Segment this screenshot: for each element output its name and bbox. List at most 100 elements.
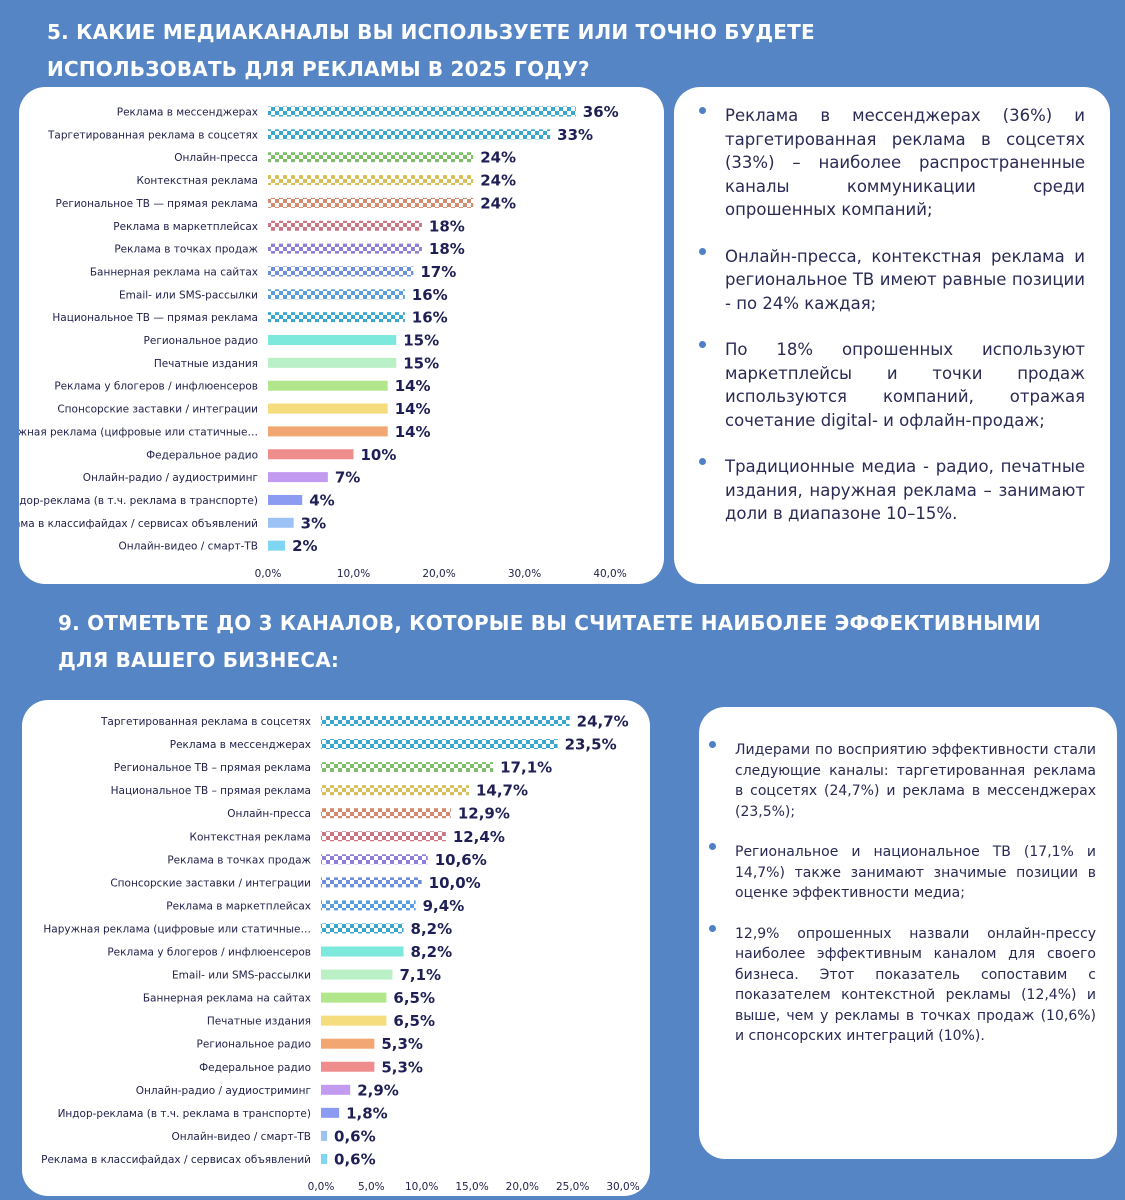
x-tick-label: 25,0% bbox=[556, 1181, 589, 1193]
bar bbox=[268, 335, 397, 345]
category-label: Спонсорские заставки / интеграции bbox=[57, 404, 258, 416]
value-label: 18% bbox=[429, 217, 465, 235]
bar bbox=[268, 289, 405, 300]
value-label: 7% bbox=[335, 469, 360, 487]
value-label: 10,6% bbox=[435, 851, 487, 869]
note-item: Региональное и национальное ТВ (17,1% и … bbox=[709, 842, 1096, 904]
bar bbox=[321, 739, 558, 750]
bar bbox=[321, 1061, 375, 1072]
category-label: Реклама в классифайдах / сервисах объявл… bbox=[41, 1154, 311, 1166]
bar bbox=[268, 266, 414, 277]
value-label: 10% bbox=[361, 446, 397, 464]
x-tick-label: 10,0% bbox=[337, 568, 370, 580]
notes-card-q9: Лидерами по восприятию эффективности ста… bbox=[699, 707, 1117, 1159]
bar bbox=[321, 762, 494, 773]
category-label: Региональное радио bbox=[144, 335, 258, 347]
category-label: Реклама в мессенджерах bbox=[117, 107, 258, 119]
value-label: 15% bbox=[403, 354, 439, 372]
bar bbox=[321, 854, 428, 865]
bar bbox=[268, 243, 422, 254]
bar bbox=[268, 472, 328, 483]
category-label: Реклама в точках продаж bbox=[167, 854, 311, 866]
category-label: Баннерная реклама на сайтах bbox=[143, 993, 311, 1005]
value-label: 16% bbox=[412, 286, 448, 304]
value-label: 36% bbox=[583, 103, 619, 121]
category-label: Реклама в точках продаж bbox=[114, 244, 258, 256]
category-label: Региональное ТВ — прямая реклама bbox=[56, 198, 258, 210]
value-label: 16% bbox=[412, 309, 448, 327]
value-label: 0,6% bbox=[334, 1127, 376, 1145]
question-5-heading: 5. КАКИЕ МЕДИАКАНАЛЫ ВЫ ИСПОЛЬЗУЕТЕ ИЛИ … bbox=[47, 14, 947, 88]
category-label: Онлайн-видео / смарт-ТВ bbox=[172, 1131, 311, 1143]
category-label: Региональное ТВ – прямая реклама bbox=[114, 762, 311, 774]
category-label: Спонсорские заставки / интеграции bbox=[110, 877, 311, 889]
category-label: Таргетированная реклама в соцсетях bbox=[47, 129, 258, 141]
value-label: 24,7% bbox=[577, 713, 629, 731]
question-9-heading-text: 9. ОТМЕТЬТЕ ДО 3 КАНАЛОВ, КОТОРЫЕ ВЫ СЧИ… bbox=[58, 611, 1042, 672]
value-label: 0,6% bbox=[334, 1150, 376, 1168]
question-5-heading-text: 5. КАКИЕ МЕДИАКАНАЛЫ ВЫ ИСПОЛЬЗУЕТЕ ИЛИ … bbox=[47, 20, 815, 81]
x-tick-label: 5,0% bbox=[358, 1181, 385, 1193]
bar bbox=[268, 152, 474, 163]
x-tick-label: 30,0% bbox=[508, 568, 541, 580]
bar bbox=[321, 716, 570, 726]
chart-card-q5: Реклама в мессенджерах 36% Таргетированная… bbox=[19, 87, 664, 584]
bar bbox=[321, 1084, 351, 1095]
category-label: Таргетированная реклама в соцсетях bbox=[100, 716, 311, 728]
x-tick-label: 20,0% bbox=[422, 568, 455, 580]
notes-list-q9: Лидерами по восприятию эффективности ста… bbox=[709, 740, 1096, 1067]
category-label: Реклама у блогеров / инфлюенсеров bbox=[107, 947, 311, 959]
notes-card-q5: Реклама в мессенджерах (36%) и таргетиро… bbox=[674, 87, 1110, 584]
bar bbox=[321, 1015, 387, 1026]
value-label: 12,4% bbox=[453, 828, 505, 846]
bar bbox=[321, 808, 451, 819]
category-label: Печатные издания bbox=[207, 1016, 311, 1028]
bar bbox=[321, 923, 404, 934]
chart-q5: Реклама в мессенджерах 36% Таргетированная… bbox=[19, 103, 627, 580]
bar bbox=[321, 1130, 328, 1141]
x-tick-label: 0,0% bbox=[255, 568, 282, 580]
value-label: 2% bbox=[292, 537, 317, 555]
category-label: Баннерная реклама на сайтах bbox=[90, 266, 258, 278]
value-label: 17,1% bbox=[500, 759, 552, 777]
note-item: Традиционные медиа - радио, печатные изд… bbox=[699, 455, 1085, 526]
question-9-heading: 9. ОТМЕТЬТЕ ДО 3 КАНАЛОВ, КОТОРЫЕ ВЫ СЧИ… bbox=[58, 605, 1068, 679]
bar bbox=[268, 197, 474, 208]
bar bbox=[268, 220, 422, 231]
category-label: Email- или SMS-рассылки bbox=[172, 970, 311, 982]
x-tick-label: 10,0% bbox=[405, 1181, 438, 1193]
bar bbox=[321, 1038, 375, 1049]
value-label: 33% bbox=[557, 126, 593, 144]
bar bbox=[268, 357, 397, 368]
bar bbox=[268, 129, 551, 140]
note-item: 12,9% опрошенных назвали онлайн-прессу н… bbox=[709, 924, 1096, 1047]
category-label: Онлайн-пресса bbox=[174, 152, 258, 164]
chart-q9: Таргетированная реклама в соцсетях 24,7% Р… bbox=[41, 713, 640, 1194]
value-label: 9,4% bbox=[423, 897, 465, 915]
category-label: Национальное ТВ – прямая реклама bbox=[111, 785, 311, 797]
value-label: 14% bbox=[395, 423, 431, 441]
value-label: 15% bbox=[403, 332, 439, 350]
note-item: По 18% опрошенных используют маркетплейс… bbox=[699, 338, 1085, 432]
category-label: Реклама в классифайдах / сервисах объявл… bbox=[19, 518, 258, 530]
category-label: Наружная реклама (цифровые или статичные… bbox=[19, 426, 258, 438]
bar bbox=[268, 449, 354, 460]
category-label: Индор-реклама (в т.ч. реклама в транспор… bbox=[58, 1108, 311, 1120]
category-label: Региональное радио bbox=[197, 1039, 311, 1051]
bar bbox=[268, 494, 303, 505]
value-label: 14,7% bbox=[476, 782, 528, 800]
value-label: 4% bbox=[309, 491, 334, 509]
category-label: Контекстная реклама bbox=[137, 175, 258, 187]
bar bbox=[321, 877, 422, 888]
category-label: Контекстная реклама bbox=[190, 831, 311, 843]
value-label: 24% bbox=[480, 172, 516, 190]
value-label: 3% bbox=[301, 514, 326, 532]
bar bbox=[321, 946, 404, 957]
bar bbox=[321, 969, 393, 980]
value-label: 12,9% bbox=[458, 805, 510, 823]
category-label: Печатные издания bbox=[154, 358, 258, 370]
category-label: Email- или SMS-рассылки bbox=[119, 289, 258, 301]
x-tick-label: 30,0% bbox=[606, 1181, 639, 1193]
value-label: 1,8% bbox=[346, 1104, 388, 1122]
category-label: Онлайн-радио / аудиостриминг bbox=[136, 1085, 311, 1097]
